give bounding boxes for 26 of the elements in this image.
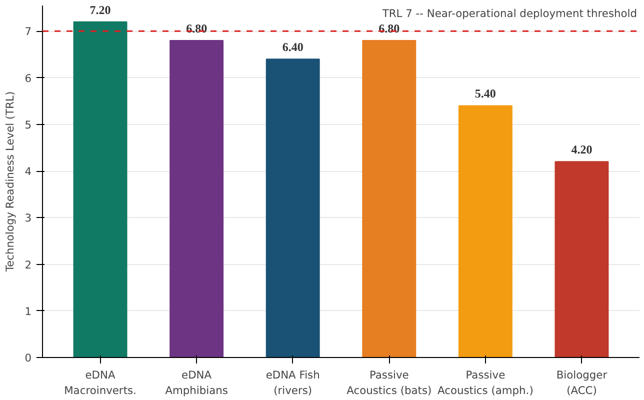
y-tick-label: 4 [24,165,32,178]
ref-line-label: TRL 7 -- Near-operational deployment threshold [382,7,637,20]
data-label: 7.20 [90,2,111,17]
bar [362,40,416,358]
data-label: 4.20 [571,142,592,157]
data-label: 6.40 [282,40,304,54]
x-tick-label: Biologger (ACC) [556,368,608,398]
y-tick-label: 2 [24,258,32,272]
y-tick-label: 5 [24,118,32,132]
y-tick-label: 6 [24,72,32,85]
bar [170,40,224,358]
y-tick-label: 1 [24,304,32,318]
bar [266,58,320,358]
bar [73,21,128,358]
x-tick-label: Passive Acoustics (bats) [346,368,432,398]
data-label: 5.40 [474,86,496,101]
y-axis-title: Technology Readiness Level (TRL) [4,91,17,273]
bar [458,105,512,358]
x-tick-label: eDNA Macroinverts. [64,368,136,398]
y-tick-label: 0 [24,352,32,364]
x-tick-label: eDNA Fish (rivers) [266,368,320,398]
x-tick-label: eDNA Amphibians [165,368,228,398]
bar [554,161,609,358]
y-tick-label: 3 [24,212,32,225]
x-tick-label: Passive Acoustics (amph.) [438,368,534,398]
y-tick-label: 7 [24,25,32,38]
